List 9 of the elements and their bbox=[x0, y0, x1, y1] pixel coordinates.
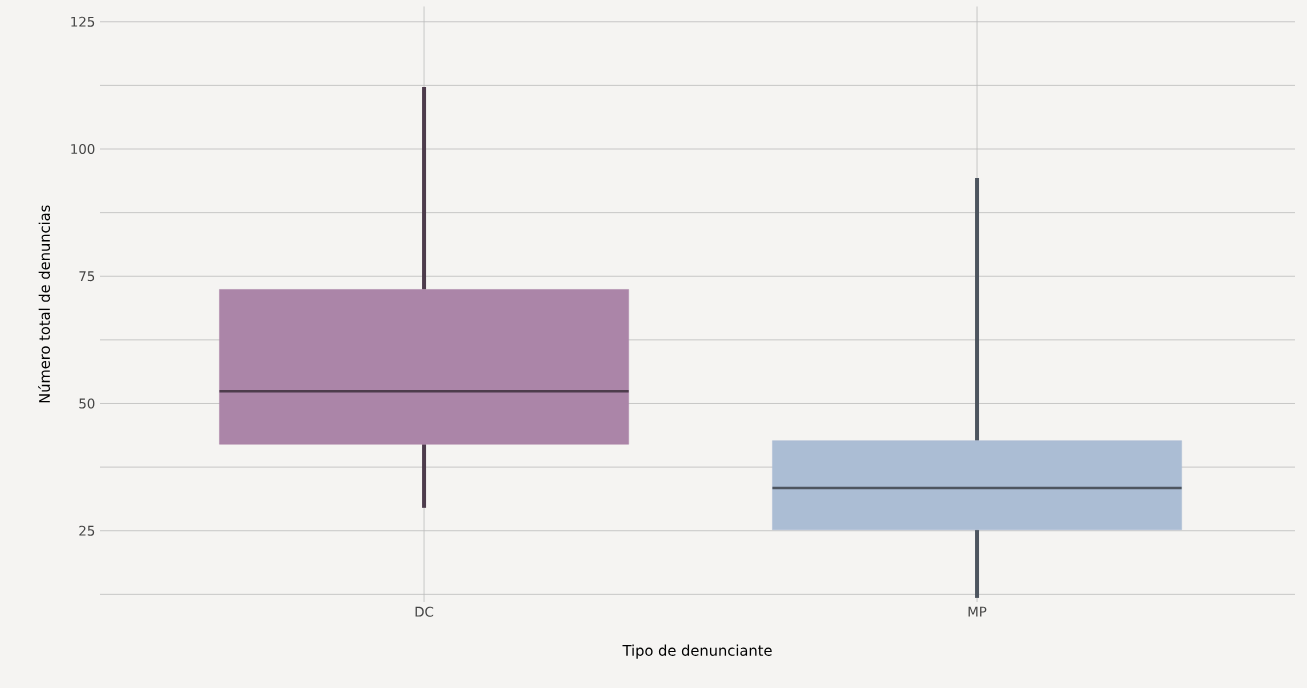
y-tick-label: 125 bbox=[71, 16, 95, 27]
y-tick-label: 100 bbox=[71, 143, 95, 155]
y-axis-title: Número total de denuncias bbox=[38, 205, 51, 403]
y-tick-label: 25 bbox=[79, 525, 95, 536]
y-tick-label: 75 bbox=[79, 271, 95, 282]
x-tick-label: DC bbox=[415, 606, 434, 617]
x-axis-title: Tipo de denunciante bbox=[622, 644, 772, 659]
x-tick-label: MP bbox=[968, 606, 987, 617]
y-tick-label: 50 bbox=[79, 398, 95, 409]
